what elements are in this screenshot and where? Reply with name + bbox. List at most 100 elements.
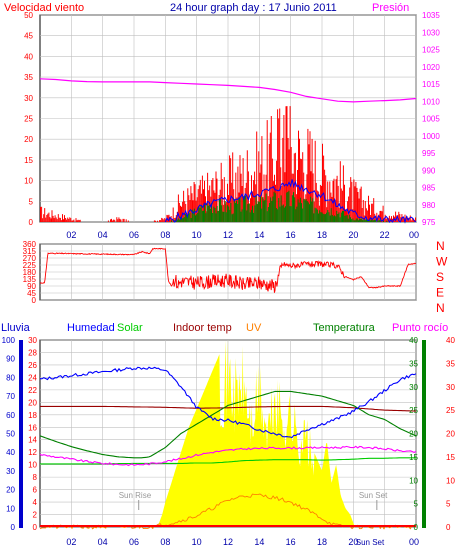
rain-tick-label: 80 bbox=[6, 373, 15, 382]
rain-tick-label: 30 bbox=[6, 467, 15, 476]
direction-tick-label: 0 bbox=[32, 296, 37, 305]
x-tick-label: 20 bbox=[348, 230, 358, 240]
dew-tick-label: 40 bbox=[446, 336, 455, 345]
page-title: 24 hour graph day : 17 Junio 2011 bbox=[170, 2, 337, 14]
direction-grid bbox=[40, 243, 417, 301]
dew-tick-label: 30 bbox=[446, 383, 455, 392]
x-tick-label: 12 bbox=[223, 230, 233, 240]
compass-letter: N bbox=[436, 239, 445, 253]
climate-chart: Lluvia Humedad Solar Indoor temp UV Temperatu… bbox=[1, 322, 455, 547]
wind-tick-label: 0 bbox=[29, 218, 34, 227]
humidity-tick-label: 20 bbox=[28, 398, 37, 407]
compass-letter: N bbox=[436, 301, 445, 315]
x-tick-label: 22 bbox=[380, 230, 390, 240]
pressure-tick-label: 1000 bbox=[422, 132, 440, 141]
direction-tick-label: 315 bbox=[23, 247, 37, 256]
solar-area bbox=[157, 340, 355, 527]
wind-tick-label: 25 bbox=[24, 115, 33, 124]
sun-markers: Sun Rise Sun Set bbox=[119, 491, 388, 510]
dew-axis: 40 35 30 25 20 15 10 5 0 bbox=[446, 336, 455, 532]
bottom-sunset-label: Sun Set bbox=[356, 538, 385, 547]
humidity-line bbox=[39, 366, 417, 439]
legend-entry: Lluvia bbox=[1, 322, 31, 334]
wind-tick-label: 45 bbox=[24, 32, 33, 41]
wind-tick-label: 10 bbox=[24, 177, 33, 186]
pressure-tick-label: 1015 bbox=[422, 80, 440, 89]
rain-tick-label: 70 bbox=[6, 392, 15, 401]
x-tick-label: 08 bbox=[160, 230, 170, 240]
climate-legend: Lluvia Humedad Solar Indoor temp UV Temperatu… bbox=[1, 322, 448, 334]
x-tick-label: 08 bbox=[160, 537, 170, 547]
legend-entry: Humedad bbox=[67, 322, 115, 334]
x-tick-label: 10 bbox=[192, 537, 202, 547]
wind-tick-label: 40 bbox=[24, 52, 33, 61]
dew-tick-label: 0 bbox=[446, 523, 451, 532]
legend-entry: Punto rocío bbox=[392, 322, 448, 334]
rain-tick-label: 10 bbox=[6, 504, 15, 513]
x-tick-label: 06 bbox=[129, 537, 139, 547]
rain-tick-label: 100 bbox=[2, 336, 16, 345]
rain-tick-label: 50 bbox=[6, 430, 15, 439]
temp-axis-bar bbox=[422, 340, 426, 528]
x-tick-label: 06 bbox=[129, 230, 139, 240]
direction-tick-label: 360 bbox=[23, 240, 37, 249]
rain-axis-bar bbox=[19, 340, 23, 528]
direction-tick-label: 225 bbox=[23, 261, 37, 270]
compass-letter: S bbox=[436, 270, 444, 284]
legend-entry: Solar bbox=[117, 322, 143, 334]
pressure-tick-label: 980 bbox=[422, 201, 436, 210]
wind-tick-label: 5 bbox=[29, 197, 34, 206]
wind-speed-label: Velocidad viento bbox=[4, 2, 84, 14]
humidity-tick-label: 28 bbox=[28, 348, 37, 357]
humidity-tick-label: 6 bbox=[33, 486, 38, 495]
x-tick-label: 16 bbox=[286, 230, 296, 240]
wind-average-line bbox=[164, 179, 417, 224]
rain-tick-label: 40 bbox=[6, 448, 15, 457]
x-tick-label: 10 bbox=[192, 230, 202, 240]
temp-tick-label: 5 bbox=[414, 500, 419, 509]
temp-tick-label: 10 bbox=[409, 476, 418, 485]
direction-line bbox=[39, 247, 416, 293]
pressure-tick-label: 1030 bbox=[422, 28, 440, 37]
climate-series bbox=[39, 366, 417, 530]
pressure-tick-label: 975 bbox=[422, 218, 436, 227]
pressure-tick-label: 995 bbox=[422, 149, 436, 158]
humidity-tick-label: 22 bbox=[28, 386, 37, 395]
wind-grid bbox=[40, 14, 417, 223]
x-tick-label: 12 bbox=[223, 537, 233, 547]
x-tick-label: 18 bbox=[317, 537, 327, 547]
humidity-tick-label: 2 bbox=[33, 511, 38, 520]
rain-tick-label: 0 bbox=[11, 523, 16, 532]
compass-letter: E bbox=[436, 286, 444, 300]
dew-tick-label: 20 bbox=[446, 430, 455, 439]
temp-tick-label: 25 bbox=[409, 406, 418, 415]
sunset-label: Sun Set bbox=[359, 491, 388, 500]
temp-tick-label: 40 bbox=[409, 336, 418, 345]
x-tick-label: 20 bbox=[348, 537, 358, 547]
rain-tick-label: 60 bbox=[6, 411, 15, 420]
temp-tick-label: 0 bbox=[414, 523, 419, 532]
rain-tick-label: 20 bbox=[6, 486, 15, 495]
pressure-line bbox=[39, 78, 417, 103]
pressure-tick-label: 1035 bbox=[422, 11, 440, 20]
compass-letter: W bbox=[436, 255, 448, 269]
pressure-tick-label: 1010 bbox=[422, 97, 440, 106]
rain-tick-label: 90 bbox=[6, 355, 15, 364]
temp-tick-label: 20 bbox=[409, 430, 418, 439]
pressure-tick-label: 985 bbox=[422, 184, 436, 193]
sunrise-label: Sun Rise bbox=[119, 491, 152, 500]
humidity-tick-label: 14 bbox=[28, 436, 37, 445]
humidity-tick-label: 0 bbox=[33, 523, 38, 532]
humidity-tick-label: 12 bbox=[28, 448, 37, 457]
x-tick-label: 02 bbox=[66, 230, 76, 240]
legend-entry: Indoor temp bbox=[173, 322, 232, 334]
pressure-tick-label: 1005 bbox=[422, 115, 440, 124]
x-tick-label: 18 bbox=[317, 230, 327, 240]
